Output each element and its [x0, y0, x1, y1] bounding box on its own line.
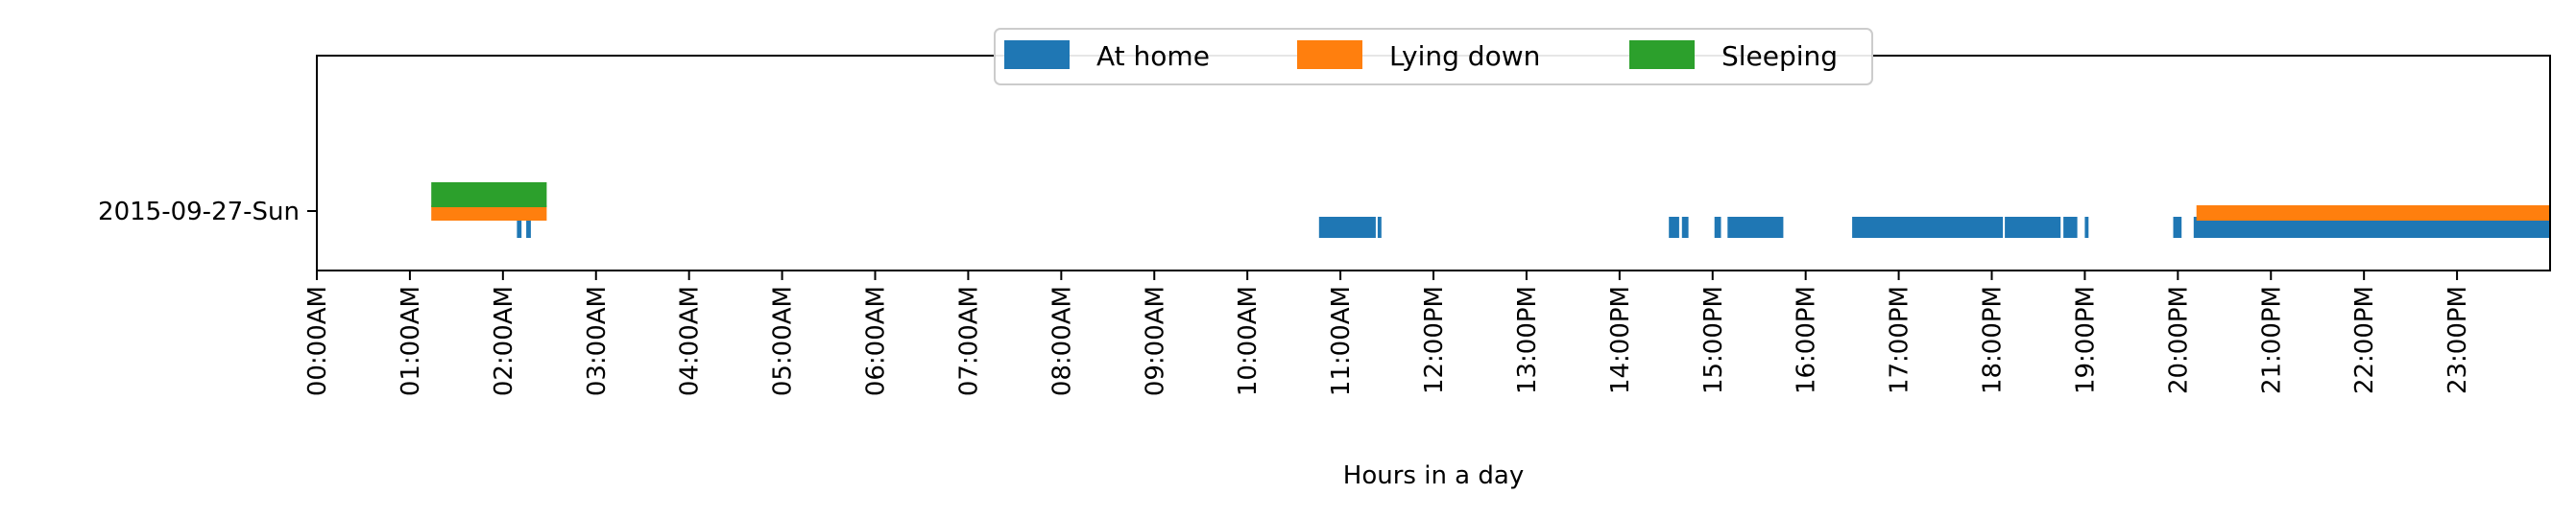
- x-tick-label: 11:00AM: [1327, 286, 1356, 396]
- at-home-bar: [1852, 217, 2004, 238]
- x-tick-label: 04:00AM: [676, 286, 705, 396]
- at-home-bar: [2193, 217, 2550, 238]
- at-home-bar: [1318, 217, 1376, 238]
- legend-swatch: [1629, 40, 1695, 69]
- x-tick-label: 06:00AM: [862, 286, 891, 396]
- at-home-bar: [2063, 217, 2078, 238]
- legend-label: Lying down: [1389, 40, 1540, 72]
- legend-swatch: [1004, 40, 1070, 69]
- x-tick-label: 15:00PM: [1699, 286, 1728, 394]
- x-tick-label: 07:00AM: [954, 286, 983, 396]
- plot-frame: [316, 55, 2551, 271]
- lying-down-bar: [431, 205, 547, 221]
- sleeping-bar: [431, 182, 547, 207]
- x-tick-label: 22:00PM: [2350, 286, 2379, 394]
- legend-label: Sleeping: [1721, 40, 1838, 72]
- at-home-bar: [1669, 217, 1679, 238]
- x-tick-label: 03:00AM: [583, 286, 612, 396]
- x-axis: 00:00AM 01:00AM 02:00AM 03:00AM 04:00AM 05:00…: [303, 271, 2472, 396]
- x-tick-label: 23:00PM: [2444, 286, 2472, 394]
- x-tick-label: 21:00PM: [2257, 286, 2286, 394]
- at-home-bar: [1714, 217, 1721, 238]
- x-tick-label: 09:00AM: [1141, 286, 1169, 396]
- lying-down-bar: [2196, 205, 2550, 221]
- y-axis: 2015-09-27-Sun: [98, 198, 317, 226]
- at-home-bar: [1681, 217, 1689, 238]
- x-tick-label: 20:00PM: [2164, 286, 2193, 394]
- at-home-bar: [2173, 217, 2182, 238]
- x-tick-label: 17:00PM: [1886, 286, 1914, 394]
- legend-swatch: [1297, 40, 1362, 69]
- bars-layer: [431, 182, 2550, 238]
- y-tick-label: 2015-09-27-Sun: [98, 198, 300, 226]
- x-tick-label: 01:00AM: [397, 286, 425, 396]
- at-home-bar: [1377, 217, 1382, 238]
- legend-label: At home: [1096, 40, 1210, 72]
- x-tick-label: 19:00PM: [2071, 286, 2100, 394]
- at-home-bar: [2005, 217, 2061, 238]
- legend: At home Lying down Sleeping: [994, 28, 1873, 85]
- x-tick-label: 14:00PM: [1606, 286, 1635, 394]
- x-tick-label: 00:00AM: [303, 286, 332, 396]
- x-tick-label: 08:00AM: [1047, 286, 1076, 396]
- at-home-bar: [526, 217, 531, 238]
- at-home-bar: [1727, 217, 1784, 238]
- x-axis-label: Hours in a day: [1343, 461, 1524, 490]
- x-tick-label: 05:00AM: [769, 286, 798, 396]
- x-tick-label: 16:00PM: [1793, 286, 1821, 394]
- x-tick-label: 02:00AM: [490, 286, 518, 396]
- x-tick-label: 13:00PM: [1513, 286, 1542, 394]
- x-tick-label: 10:00AM: [1234, 286, 1263, 396]
- at-home-bar: [2084, 217, 2089, 238]
- x-tick-label: 18:00PM: [1979, 286, 2008, 394]
- at-home-bar: [517, 217, 522, 238]
- x-tick-label: 12:00PM: [1420, 286, 1449, 394]
